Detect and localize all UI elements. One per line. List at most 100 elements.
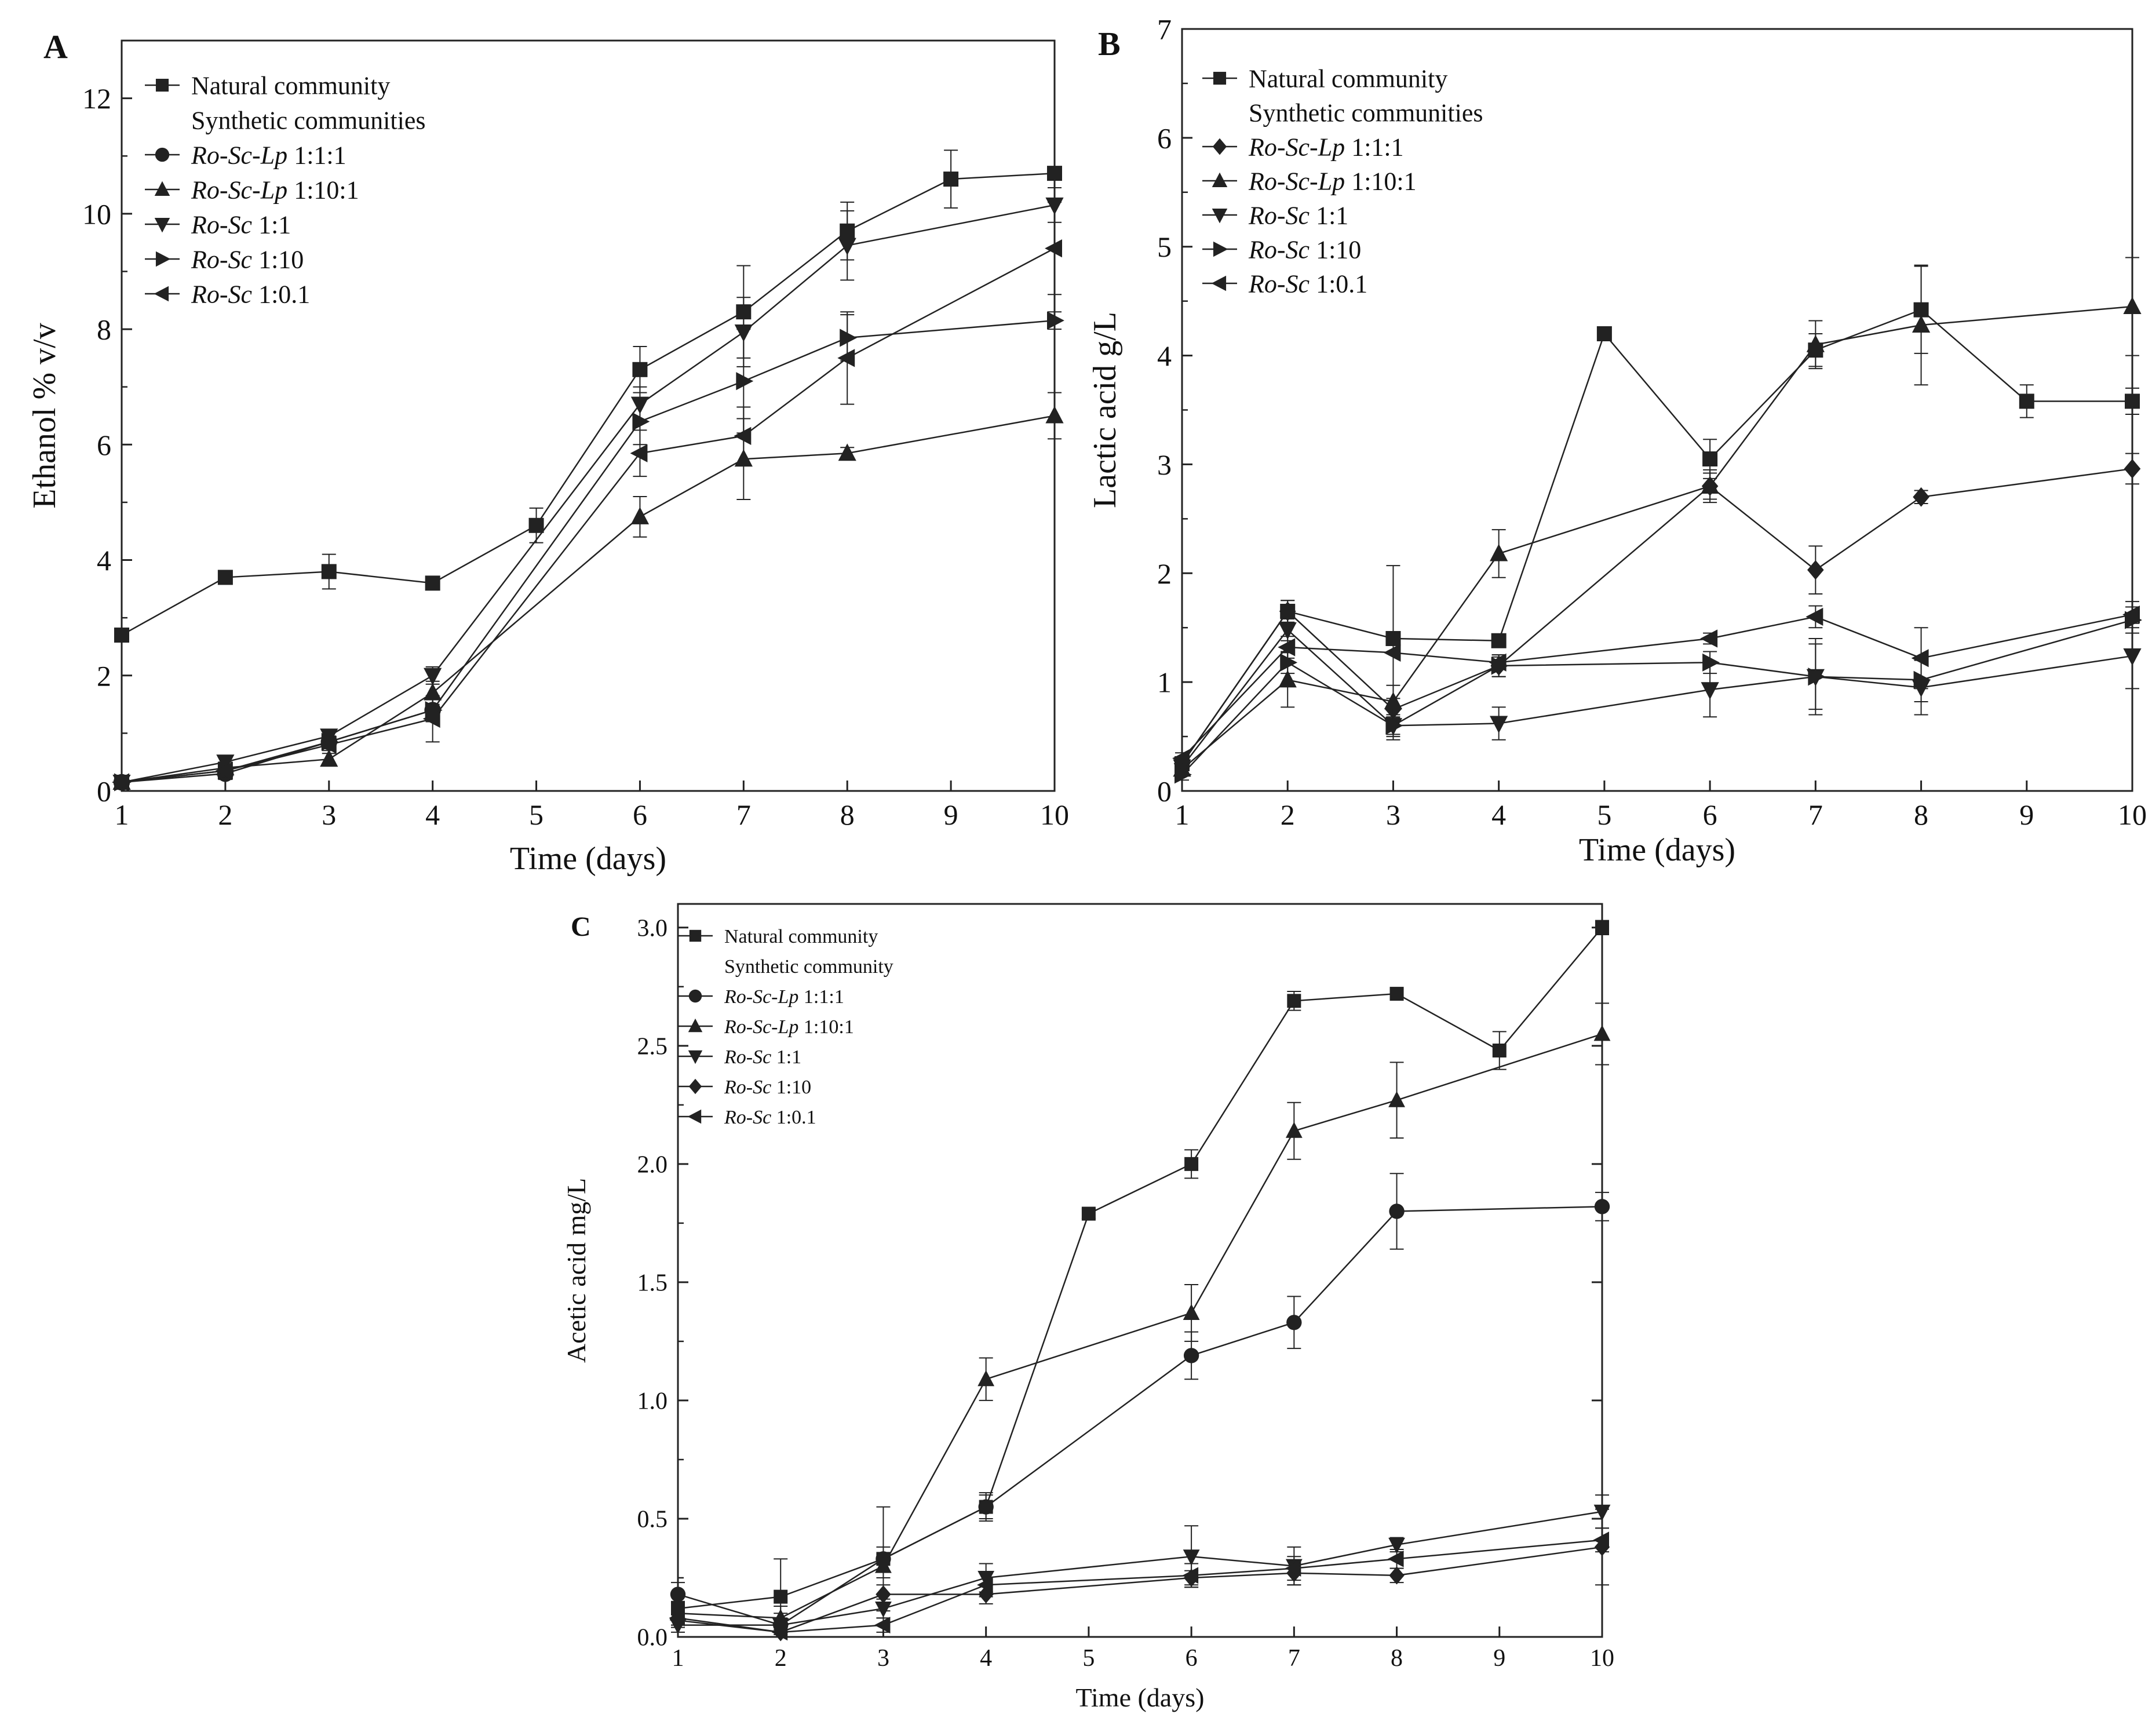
data-point [1045,239,1062,258]
data-point [874,1617,891,1633]
legend-marker [689,929,702,942]
legend-label: Ro-Sc-Lp 1:10:1 [724,1016,854,1038]
data-point [838,238,856,256]
x-tick-label: 2 [775,1645,787,1672]
x-tick-label: 5 [1597,798,1611,831]
series-line [121,247,1055,783]
x-tick-label: 1 [115,798,129,831]
legend-label-ratio: 1:10 [252,245,304,273]
data-point [1285,1122,1303,1138]
legend-label-species: Ro-Sc-Lp [1248,167,1345,195]
legend-label: Natural community [724,926,878,947]
data-point [1045,406,1064,424]
data-point [1911,649,1929,668]
data-point [424,668,442,685]
legend-label-ratio: 1:1 [1310,201,1348,229]
data-point [422,709,440,728]
legend-label-species: Ro-Sc [724,1046,771,1068]
data-point [2123,297,2142,315]
data-point [1047,311,1064,330]
x-tick-label: 5 [529,798,544,831]
legend-label: Ro-Sc-Lp 1:10:1 [1248,167,1417,195]
y-tick-label: 2 [97,659,111,692]
data-point [1806,334,1825,352]
data-point [1280,653,1298,672]
legend-label-species: Ro-Sc [724,1107,771,1128]
series-line [677,1546,1603,1633]
data-point [1492,1044,1507,1057]
y-tick-label: 8 [97,313,111,346]
data-point [425,575,440,591]
y-tick-label: 5 [1157,231,1172,263]
legend-marker [1213,241,1228,257]
legend-label: Ro-Sc 1:0.1 [1248,269,1367,298]
x-tick-label: 4 [425,798,440,831]
series-0 [114,149,1062,643]
legend-marker [1212,172,1228,188]
data-point [943,172,959,187]
data-point [1808,668,1826,686]
legend-label-species: Ro-Sc [191,210,253,239]
legend-marker [1212,208,1228,224]
series-line [677,1206,1603,1626]
x-axis-label: Time (days) [1076,1683,1205,1712]
data-point [876,1585,891,1604]
data-point [1594,1199,1610,1215]
y-tick-label: 4 [1157,340,1172,372]
legend-label-species: Ro-Sc [724,1077,771,1098]
series-line [1181,614,2133,759]
data-point [1172,749,1190,768]
series-0 [1175,265,2140,772]
legend-label: Ro-Sc 1:1 [1248,201,1348,229]
x-tick-label: 3 [1386,798,1400,831]
data-point [114,628,129,643]
data-point [1490,544,1508,561]
legend-label-ratio: 1:10 [1310,235,1361,264]
series-line [121,319,1055,783]
legend-label-species: Ro-Sc-Lp [724,986,798,1008]
data-point [1285,1560,1301,1577]
series-3 [112,187,1064,792]
data-point [736,372,754,391]
legend-label: Ro-Sc-Lp 1:1:1 [191,141,346,169]
data-point [1701,476,1719,494]
data-point [632,362,648,377]
series-5 [669,1527,1609,1641]
data-point [1184,1157,1199,1171]
x-tick-label: 10 [1590,1645,1614,1672]
data-point [1175,765,1192,784]
legend-label-species: Ro-Sc [1248,269,1310,298]
y-tick-label: 6 [97,429,111,461]
legend-marker [154,217,170,233]
legend-label: Ro-Sc 1:1 [191,210,291,239]
y-tick-label: 2 [1157,557,1172,590]
x-tick-label: 2 [1281,798,1295,831]
data-point [875,1556,892,1573]
data-point [320,749,338,767]
legend-label-ratio: 1:0.1 [1310,269,1367,298]
y-tick-label: 12 [82,82,111,115]
legend-label-species: Ro-Sc [191,245,253,273]
data-point [1491,633,1507,648]
data-point [1595,920,1609,935]
y-axis-label: Acetic acid mg/L [561,1178,591,1363]
data-point [1389,1566,1405,1585]
data-point [1388,1537,1405,1554]
data-point [1183,1348,1199,1363]
data-point [216,754,235,772]
series-line [678,1511,1603,1626]
data-point [1593,1531,1609,1549]
y-tick-label: 10 [82,198,111,230]
data-point [1389,987,1404,1001]
legend-marker [1212,138,1227,155]
data-point [669,1609,685,1626]
x-tick-label: 6 [1186,1645,1198,1672]
data-point [670,1587,686,1602]
panel-c: C 1 2 3 4 5 6 7 8 9 10 0.0 0.5 1.0 1.5 2.0 2.5 3.0 Time (d… [561,903,1614,1712]
data-point [1278,638,1296,657]
legend: Natural community Synthetic communities Ro… [1202,64,1483,298]
legend-label-species: Ro-Sc-Lp [191,176,287,204]
data-point [1385,716,1403,735]
